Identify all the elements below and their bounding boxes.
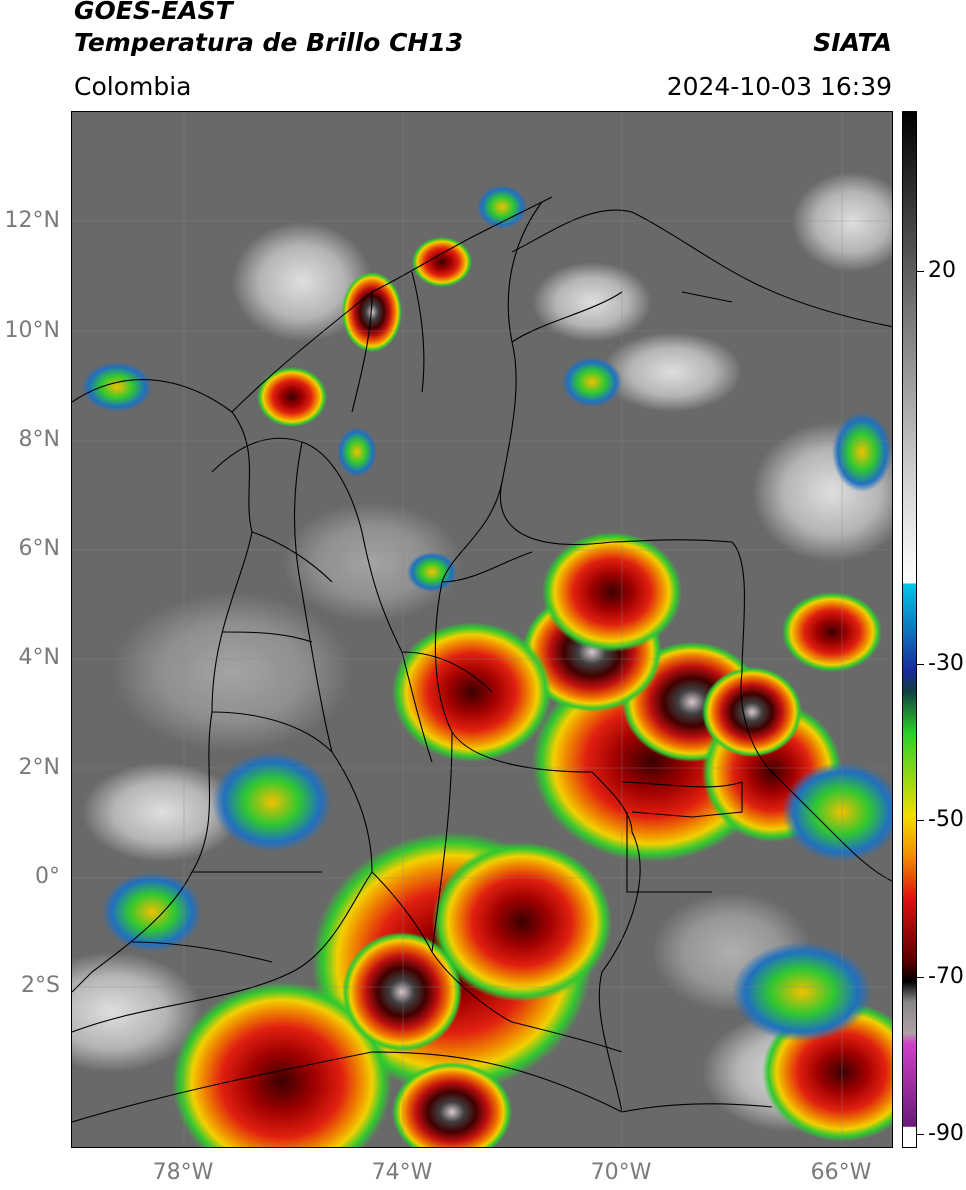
satellite-title: GOES-EAST — [74, 0, 233, 25]
colorbar-label: 20 — [928, 258, 956, 283]
datetime-label: 2024-10-03 16:39 — [666, 72, 892, 101]
cloud-texture — [72, 172, 892, 1132]
source-label: SIATA — [813, 28, 892, 57]
colorbar-tick — [917, 977, 924, 978]
temperature-colorbar — [902, 111, 917, 1148]
lat-label: 2°S — [21, 973, 60, 998]
colorbar-tick — [917, 820, 924, 821]
colorbar-tick — [917, 271, 924, 272]
convective-cells — [82, 185, 892, 1147]
lon-label: 74°W — [371, 1160, 433, 1185]
colorbar-label: -70 — [928, 964, 964, 989]
colorbar-label: -90 — [928, 1121, 964, 1146]
product-title: Temperatura de Brillo CH13 — [74, 28, 464, 57]
lat-label: 4°N — [18, 645, 60, 670]
map-svg — [72, 112, 892, 1147]
lon-label: 70°W — [590, 1160, 652, 1185]
colorbar-label: -50 — [928, 807, 964, 832]
lon-label: 66°W — [810, 1160, 872, 1185]
lat-label: 2°N — [18, 755, 60, 780]
colorbar-label: -30 — [928, 651, 964, 676]
lon-label: 78°W — [152, 1160, 214, 1185]
lat-label: 6°N — [18, 536, 60, 561]
lat-label: 0° — [35, 864, 60, 889]
lat-label: 8°N — [18, 427, 60, 452]
satellite-map[interactable] — [71, 111, 893, 1148]
graticule — [72, 112, 892, 1147]
lat-label: 12°N — [4, 208, 60, 233]
colorbar-tick — [917, 664, 924, 665]
boundaries — [72, 196, 892, 1123]
colorbar-tick — [917, 1134, 924, 1135]
lat-label: 10°N — [4, 318, 60, 343]
region-label: Colombia — [74, 72, 192, 101]
